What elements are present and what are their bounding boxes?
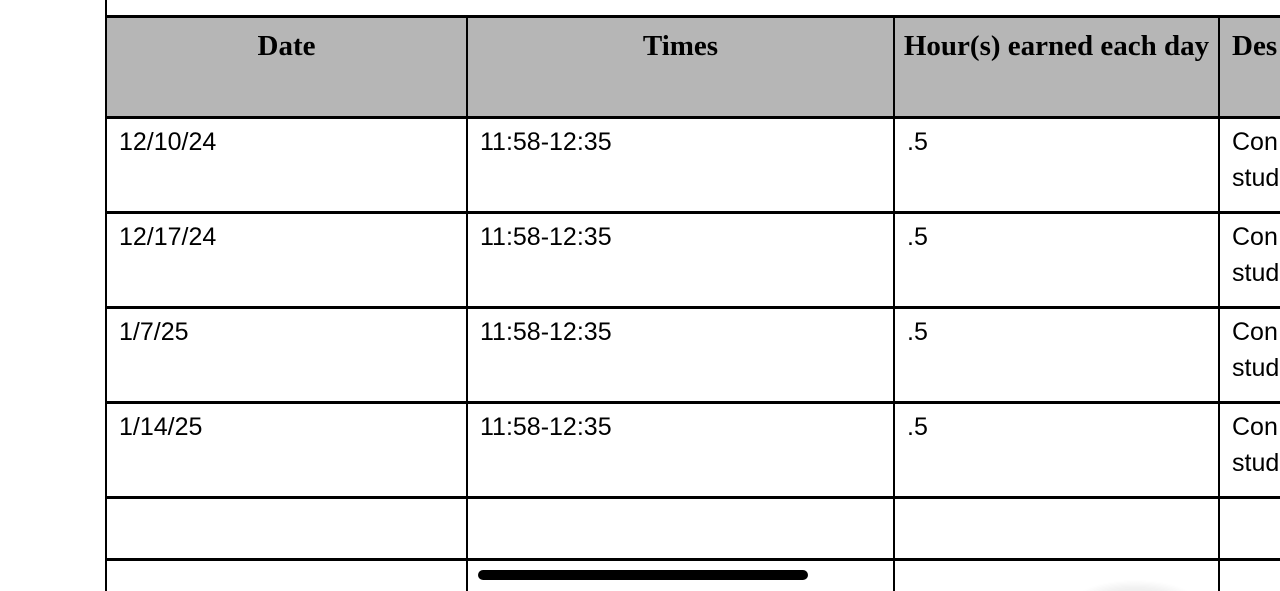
table-row: 12/10/24 11:58-12:35 .5 Con stud <box>105 116 1280 214</box>
cell-date[interactable]: 1/14/25 <box>105 401 468 499</box>
description-line: Con <box>1232 128 1278 156</box>
cell-description[interactable]: Con stud <box>1218 306 1280 404</box>
cell-times[interactable]: 11:58-12:35 <box>466 116 895 214</box>
hours-log-table: Date Times Hour(s) earned each day Des 1… <box>105 15 1280 591</box>
cell-description[interactable]: Con stud <box>1218 116 1280 214</box>
cell-hours[interactable]: .5 <box>893 306 1220 404</box>
empty-cell[interactable] <box>893 558 1220 591</box>
table-header-row: Date Times Hour(s) earned each day Des <box>105 15 1280 119</box>
black-marker-line[interactable] <box>478 570 808 580</box>
cell-hours[interactable]: .5 <box>893 116 1220 214</box>
table-row: 1/7/25 11:58-12:35 .5 Con stud <box>105 306 1280 404</box>
cell-hours[interactable]: .5 <box>893 401 1220 499</box>
table-left-border-continuation <box>105 0 107 16</box>
description-line: stud <box>1232 354 1280 382</box>
description-line: Con <box>1232 318 1278 346</box>
description-line: Con <box>1232 223 1278 251</box>
header-description[interactable]: Des <box>1218 15 1280 119</box>
empty-cell[interactable] <box>105 496 468 561</box>
header-hours-earned[interactable]: Hour(s) earned each day <box>893 15 1220 119</box>
table-row-partial <box>105 558 1280 591</box>
table-row: 12/17/24 11:58-12:35 .5 Con stud <box>105 211 1280 309</box>
table-row: 1/14/25 11:58-12:35 .5 Con stud <box>105 401 1280 499</box>
table-row-empty <box>105 496 1280 561</box>
description-line: Con <box>1232 413 1278 441</box>
description-line: stud <box>1232 164 1280 192</box>
cell-times[interactable]: 11:58-12:35 <box>466 211 895 309</box>
cell-with-drawing[interactable] <box>466 558 895 591</box>
cell-times[interactable]: 11:58-12:35 <box>466 306 895 404</box>
cell-description[interactable]: Con stud <box>1218 401 1280 499</box>
cell-description[interactable]: Con stud <box>1218 211 1280 309</box>
cell-date[interactable]: 1/7/25 <box>105 306 468 404</box>
description-line: stud <box>1232 449 1280 477</box>
description-line: stud <box>1232 259 1280 287</box>
empty-cell[interactable] <box>1218 558 1280 591</box>
empty-cell[interactable] <box>466 496 895 561</box>
cell-times[interactable]: 11:58-12:35 <box>466 401 895 499</box>
cell-date[interactable]: 12/17/24 <box>105 211 468 309</box>
empty-cell[interactable] <box>893 496 1220 561</box>
header-times[interactable]: Times <box>466 15 895 119</box>
empty-cell[interactable] <box>105 558 468 591</box>
header-date[interactable]: Date <box>105 15 468 119</box>
empty-cell[interactable] <box>1218 496 1280 561</box>
cell-date[interactable]: 12/10/24 <box>105 116 468 214</box>
cell-hours[interactable]: .5 <box>893 211 1220 309</box>
